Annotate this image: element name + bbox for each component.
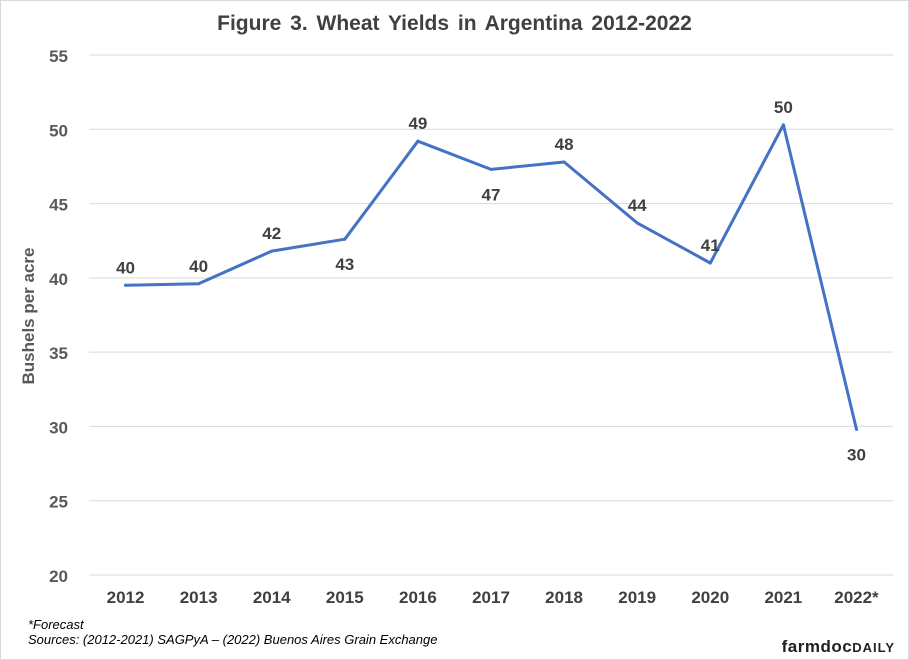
data-point (781, 123, 785, 127)
data-point (562, 160, 566, 164)
x-tick-label: 2020 (691, 588, 729, 607)
y-tick-label: 40 (49, 270, 68, 289)
data-label: 50 (774, 98, 793, 117)
data-point (197, 282, 201, 286)
data-point (489, 167, 493, 171)
brand-part2: DAILY (852, 640, 895, 655)
sources-footnote: Sources: (2012-2021) SAGPyA – (2022) Bue… (28, 632, 438, 647)
data-label: 44 (628, 196, 647, 215)
data-point (416, 139, 420, 143)
data-label: 40 (189, 257, 208, 276)
brand-part1: farmdoc (781, 637, 853, 656)
x-tick-label: 2022* (834, 588, 879, 607)
x-tick-label: 2021 (764, 588, 802, 607)
x-tick-label: 2018 (545, 588, 583, 607)
x-tick-label: 2014 (253, 588, 291, 607)
y-tick-label: 20 (49, 567, 68, 586)
data-label: 40 (116, 258, 135, 277)
farmdoc-daily-logo: farmdocDAILY (782, 637, 895, 657)
forecast-footnote: *Forecast (28, 617, 84, 632)
data-label: 43 (335, 255, 354, 274)
data-point (124, 283, 128, 287)
data-point (708, 261, 712, 265)
y-tick-label: 30 (49, 418, 68, 437)
data-point (635, 221, 639, 225)
y-tick-label: 25 (49, 493, 68, 512)
y-tick-label: 55 (49, 47, 68, 66)
data-label: 47 (482, 185, 501, 204)
x-tick-label: 2017 (472, 588, 510, 607)
data-label: 41 (701, 236, 720, 255)
y-tick-label: 50 (49, 121, 68, 140)
data-label: 49 (408, 114, 427, 133)
x-tick-label: 2019 (618, 588, 656, 607)
y-tick-label: 45 (49, 196, 68, 215)
data-label: 42 (262, 224, 281, 243)
chart-title: Figure 3. Wheat Yields in Argentina 2012… (217, 12, 692, 35)
data-point (343, 237, 347, 241)
data-point (854, 427, 858, 431)
y-tick-label: 35 (49, 344, 68, 363)
x-tick-label: 2012 (107, 588, 145, 607)
data-point (270, 249, 274, 253)
data-label: 48 (555, 135, 574, 154)
x-tick-label: 2016 (399, 588, 437, 607)
x-tick-label: 2015 (326, 588, 364, 607)
x-tick-label: 2013 (180, 588, 218, 607)
data-label: 30 (847, 445, 866, 464)
